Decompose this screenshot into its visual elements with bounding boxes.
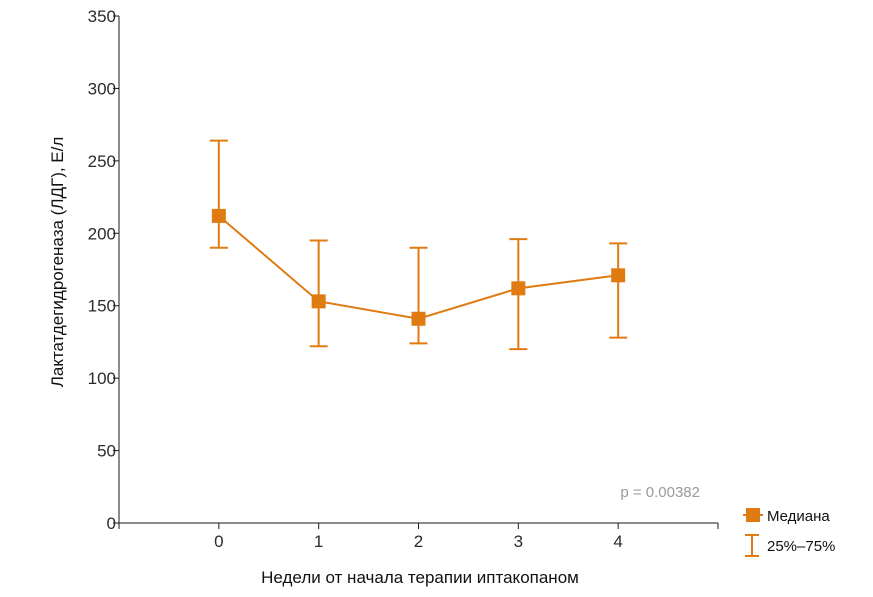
median-point-week-1 <box>311 294 326 309</box>
y-tick-label-250: 250 <box>88 152 116 171</box>
legend-median-marker <box>746 508 760 522</box>
errorbar-week-0 <box>209 139 228 249</box>
y-axis: 0 50 100 150 200 250 300 350 <box>88 7 120 533</box>
x-axis: 0 1 2 3 4 <box>118 522 719 551</box>
median-point-week-4 <box>611 268 626 283</box>
x-tick-label-2: 2 <box>414 532 423 551</box>
errorbar-week-4 <box>609 242 628 339</box>
y-tick-label-300: 300 <box>88 79 116 98</box>
median-point-week-3 <box>511 281 526 296</box>
median-series <box>211 208 626 326</box>
legend-median-label: Медиана <box>767 508 830 525</box>
median-point-week-2 <box>411 311 426 326</box>
x-tick-label-1: 1 <box>314 532 323 551</box>
y-tick-label-100: 100 <box>88 369 116 388</box>
legend-item-errorbar: 25%–75% <box>745 534 835 557</box>
y-tick-label-350: 350 <box>88 7 116 26</box>
p-value-annotation: p = 0.00382 <box>620 484 700 501</box>
y-tick-label-150: 150 <box>88 297 116 316</box>
legend-errorbar-label: 25%–75% <box>767 538 835 555</box>
median-point-week-0 <box>211 208 226 223</box>
y-tick-label-50: 50 <box>97 442 116 461</box>
errorbar-week-2 <box>409 246 428 345</box>
y-tick-label-200: 200 <box>88 224 116 243</box>
legend-item-median: Медиана <box>743 508 830 525</box>
legend: Медиана 25%–75% <box>743 508 835 557</box>
y-tick-label-0: 0 <box>107 514 116 533</box>
x-tick-label-3: 3 <box>514 532 523 551</box>
y-axis-title: Лактатдегидрогеназа (ЛДГ), Е/л <box>48 137 67 388</box>
x-tick-label-4: 4 <box>613 532 622 551</box>
errorbar-week-1 <box>309 239 328 348</box>
x-axis-title: Недели от начала терапии иптакопаном <box>261 568 579 587</box>
x-tick-label-0: 0 <box>214 532 223 551</box>
